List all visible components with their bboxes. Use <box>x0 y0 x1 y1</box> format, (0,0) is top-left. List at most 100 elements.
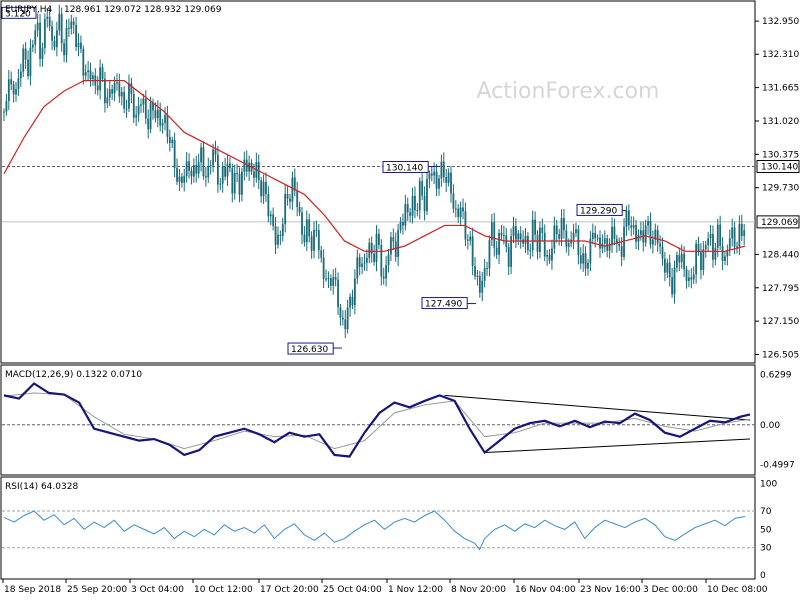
candle-body <box>649 221 652 245</box>
candle-body <box>594 232 597 239</box>
macd-y-tick-label: 0.00 <box>760 421 780 431</box>
candle-body <box>156 109 159 119</box>
candle-body <box>216 154 219 185</box>
candle-body <box>339 307 342 318</box>
candle-body <box>327 278 330 280</box>
candle-body <box>551 248 553 261</box>
candle-body <box>313 229 315 251</box>
y-tick-label: 132.950 <box>762 17 799 27</box>
candle-body <box>608 245 611 251</box>
candle-body <box>673 267 676 295</box>
rsi-title: RSI(14) 64.0328 <box>5 482 78 492</box>
candle-body <box>96 85 99 91</box>
candle-body <box>154 110 157 119</box>
candle-body <box>233 172 236 194</box>
candle-body <box>406 204 409 213</box>
candle-body <box>118 82 121 97</box>
candle-body <box>161 122 164 126</box>
candle-body <box>740 223 743 236</box>
candle-body <box>524 235 527 244</box>
candle-body <box>430 173 433 176</box>
candle-body <box>77 42 80 47</box>
candle-body <box>469 236 472 241</box>
candle-body <box>207 166 210 178</box>
macd-trendline <box>484 438 751 454</box>
annotation-label: 127.490 <box>425 300 462 310</box>
annotation-label: 129.290 <box>580 206 617 216</box>
candle-body <box>368 242 371 258</box>
annotation-box <box>576 203 623 216</box>
annotation-box <box>421 297 468 310</box>
candle-body <box>55 30 58 48</box>
candle-body <box>221 166 224 184</box>
rsi-y-tick-label: 100 <box>760 480 777 490</box>
candle-body <box>495 247 498 255</box>
candle-body <box>457 208 460 217</box>
candle-body <box>253 171 255 178</box>
x-tick-label: 17 Oct 20:00 <box>260 585 319 595</box>
candle-body <box>260 180 263 197</box>
candle-body <box>539 227 541 252</box>
price-layer: 3.120 130.140 129.290 127.490 126.630 <box>1 4 755 355</box>
candle-body <box>700 252 702 271</box>
candle-body <box>380 244 383 277</box>
candle-body <box>209 165 212 167</box>
candle-body <box>10 79 13 85</box>
candle-body <box>277 234 279 245</box>
candle-body <box>144 98 147 119</box>
candle-body <box>48 16 51 27</box>
candle-body <box>89 70 92 80</box>
candle-body <box>58 13 61 31</box>
y-tick-label: 126.505 <box>762 351 799 361</box>
candle-body <box>46 16 49 19</box>
candle-body <box>712 233 714 260</box>
candle-body <box>555 225 558 235</box>
annotation-box <box>382 160 429 173</box>
candle-body <box>418 181 421 211</box>
candle-body <box>707 238 710 246</box>
candle-body <box>560 217 563 239</box>
candle-body <box>534 219 537 235</box>
candle-body <box>565 230 568 247</box>
candle-body <box>29 47 32 77</box>
candle-body <box>584 253 587 269</box>
candle-body <box>111 89 114 94</box>
macd-layer <box>2 382 755 458</box>
candle-body <box>724 256 726 261</box>
axis-layer: 132.950 132.310 131.665 131.020 130.375 129.7… <box>2 17 800 595</box>
x-tick-label: 10 Dec 08:00 <box>707 585 768 595</box>
candle-body <box>546 254 549 257</box>
candle-body <box>409 212 412 216</box>
candle-body <box>414 195 416 211</box>
candle-body <box>438 178 440 189</box>
candle-body <box>19 71 22 79</box>
candle-body <box>219 183 222 185</box>
candle-body <box>606 238 609 251</box>
candle-body <box>125 108 128 110</box>
candle-body <box>536 234 539 252</box>
candle-body <box>385 264 388 279</box>
candle-body <box>688 277 690 281</box>
candle-body <box>726 250 729 257</box>
candle-body <box>43 18 46 49</box>
candle-body <box>639 230 642 235</box>
candle-body <box>390 237 392 255</box>
candle-body <box>659 243 661 247</box>
macd-line <box>3 382 751 458</box>
candle-body <box>70 21 73 29</box>
candle-body <box>284 194 287 225</box>
candle-body <box>572 232 575 240</box>
x-tick-label: 1 Nov 12:00 <box>388 585 443 595</box>
y-tick-label: 131.020 <box>762 117 799 127</box>
candle-body <box>289 198 291 202</box>
candle-body <box>611 226 613 246</box>
candle-body <box>426 179 428 212</box>
candle-body <box>714 247 717 260</box>
candle-body <box>346 307 349 330</box>
candle-body <box>620 246 623 257</box>
candle-body <box>51 26 53 41</box>
candle-body <box>486 268 488 270</box>
candle-body <box>541 227 544 233</box>
candle-body <box>204 176 207 178</box>
candle-body <box>567 243 570 247</box>
